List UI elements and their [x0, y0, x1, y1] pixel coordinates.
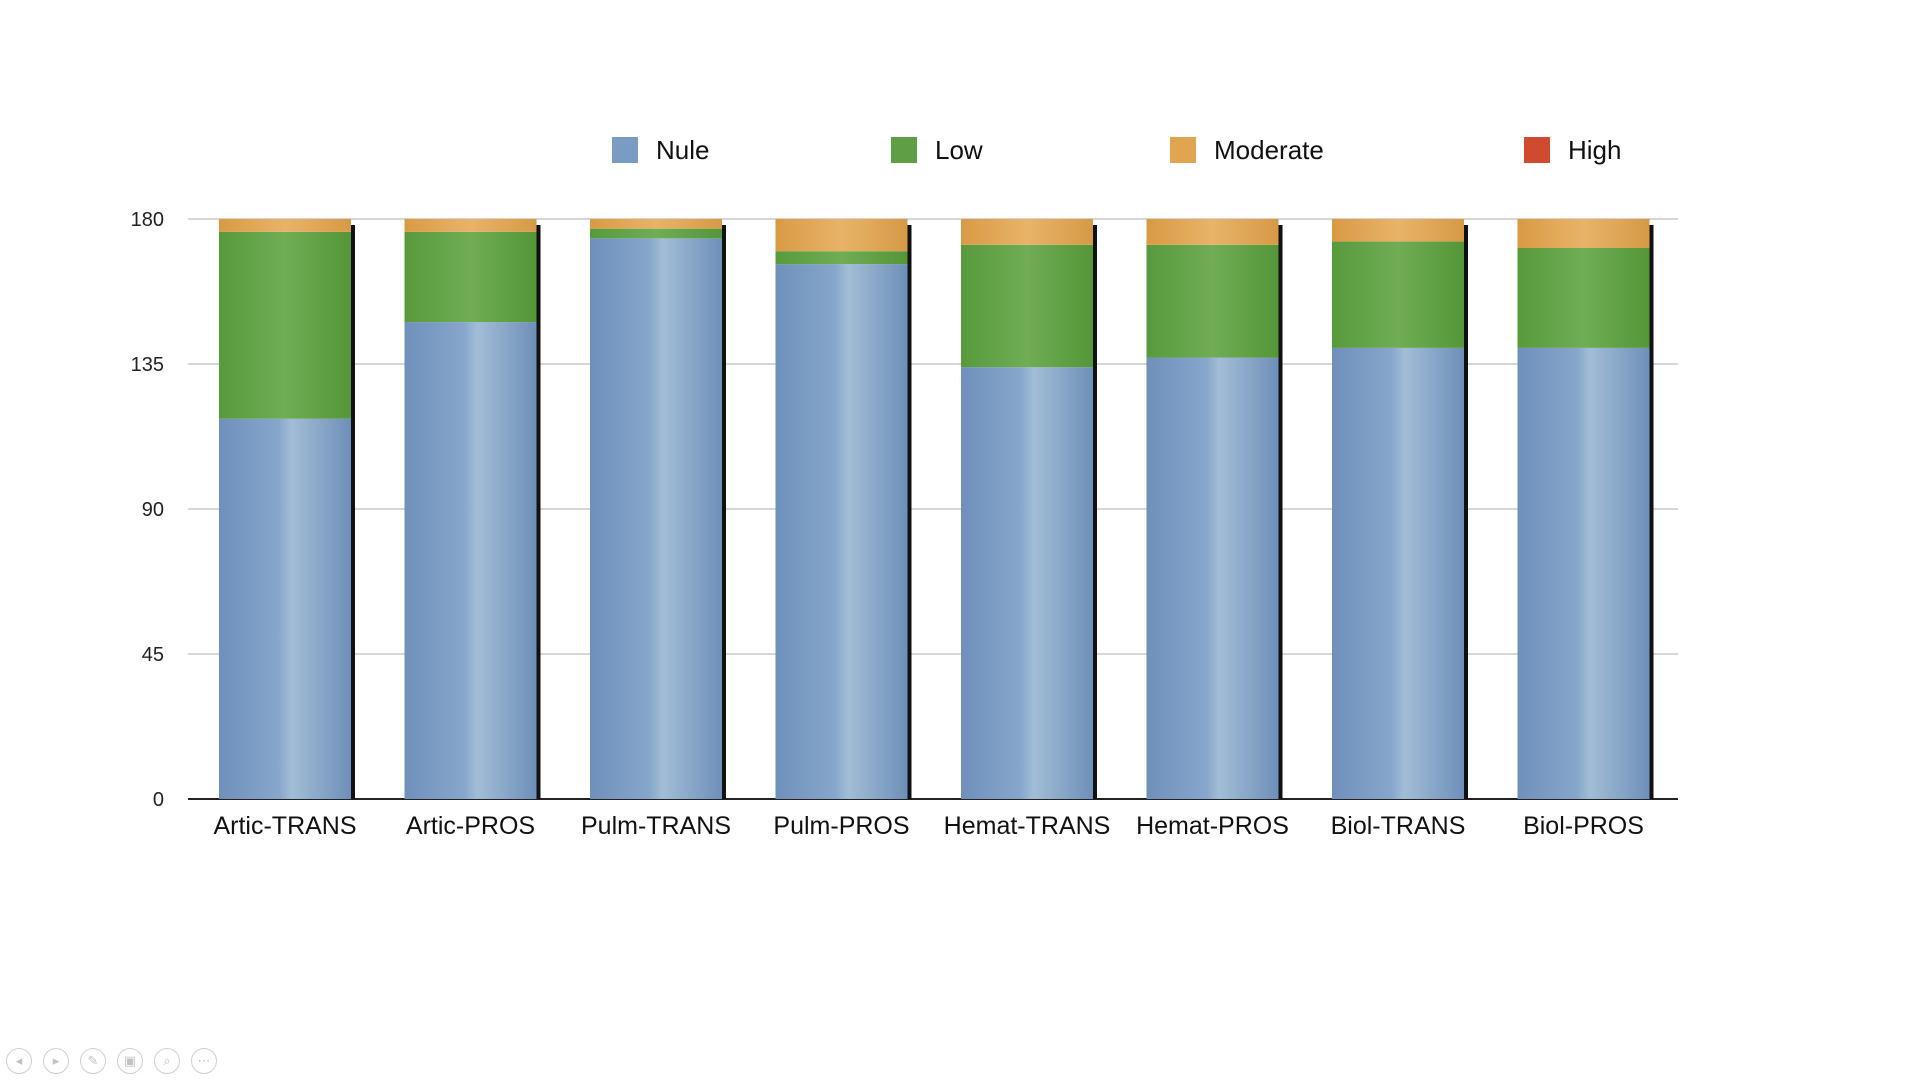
bar-shadow: [907, 225, 912, 799]
bars: [219, 219, 1654, 800]
bar-segment-moderate: [775, 219, 908, 252]
x-category-label: Artic-TRANS: [213, 812, 356, 840]
bar-segment-low: [1146, 244, 1279, 358]
zoom-icon[interactable]: ⌕: [154, 1048, 180, 1074]
bar-segment-low: [590, 228, 722, 239]
x-category-label: Biol-TRANS: [1331, 812, 1466, 840]
bar-segment-low: [961, 244, 1093, 368]
legend-swatch-high: [1524, 137, 1550, 163]
slideshow-controls: ◂ ▸ ✎ ▣ ⌕ ⋯: [6, 1048, 217, 1074]
legend: Nule Low Moderate High: [0, 130, 1920, 170]
bar-shadow: [1093, 225, 1097, 799]
bar-shadow: [1278, 225, 1283, 799]
legend-swatch-moderate: [1170, 137, 1196, 163]
x-category-label: Biol-PROS: [1523, 812, 1644, 840]
x-category-label: Pulm-TRANS: [581, 812, 731, 840]
more-options-icon[interactable]: ⋯: [191, 1048, 217, 1074]
bar-segment-low: [1332, 241, 1464, 348]
legend-label-nule: Nule: [656, 134, 710, 165]
bar-segment-moderate: [961, 219, 1093, 245]
x-category-label: Pulm-PROS: [773, 812, 909, 840]
bar-segment-nule: [404, 322, 537, 799]
legend-item-low: Low: [891, 130, 983, 170]
bar-segment-moderate: [1146, 219, 1279, 245]
bar-segment-low: [1517, 248, 1650, 348]
bar-segment-nule: [1517, 347, 1650, 799]
legend-swatch-low: [891, 137, 917, 163]
legend-item-moderate: Moderate: [1170, 130, 1324, 170]
x-category-label: Artic-PROS: [406, 812, 535, 840]
previous-slide-icon[interactable]: ◂: [6, 1048, 32, 1074]
y-axis-ticks: 0 45 90 135 180: [131, 209, 164, 811]
legend-item-high: High: [1524, 130, 1621, 170]
y-tick-label: 135: [131, 354, 164, 376]
bar-shadow: [536, 225, 541, 799]
bar-segment-moderate: [1332, 219, 1464, 242]
x-category-label: Hemat-TRANS: [944, 812, 1111, 840]
bar-segment-moderate: [590, 219, 722, 229]
bar-segment-moderate: [1517, 219, 1650, 248]
y-tick-label: 0: [153, 789, 164, 811]
slides-overview-icon[interactable]: ▣: [117, 1048, 143, 1074]
legend-label-low: Low: [935, 134, 983, 165]
legend-swatch-nule: [612, 137, 638, 163]
bar-segment-nule: [1332, 347, 1464, 799]
pen-icon[interactable]: ✎: [80, 1048, 106, 1074]
bar-shadow: [1464, 225, 1468, 799]
bar-segment-moderate: [219, 219, 351, 232]
y-tick-label: 45: [142, 644, 164, 666]
bar-segment-low: [775, 251, 908, 265]
bar-segment-low: [404, 231, 537, 323]
legend-item-nule: Nule: [612, 130, 709, 170]
bar-segment-nule: [961, 367, 1093, 799]
bar-shadow: [1649, 225, 1654, 799]
bar-shadow: [351, 225, 355, 799]
bar-segment-moderate: [404, 219, 537, 232]
bar-segment-low: [219, 231, 351, 419]
bar-segment-nule: [1146, 357, 1279, 799]
legend-label-high: High: [1568, 134, 1622, 165]
bar-shadow: [722, 225, 726, 799]
bar-segment-nule: [775, 264, 908, 800]
y-tick-label: 90: [142, 499, 164, 521]
x-category-label: Hemat-PROS: [1136, 812, 1289, 840]
y-tick-label: 180: [131, 209, 164, 231]
bar-segment-nule: [219, 418, 351, 799]
bar-segment-nule: [590, 238, 722, 800]
legend-label-moderate: Moderate: [1214, 134, 1324, 165]
next-slide-icon[interactable]: ▸: [43, 1048, 69, 1074]
x-axis-categories: Artic-TRANS Artic-PROS Pulm-TRANS Pulm-PROS…: [213, 812, 1643, 840]
